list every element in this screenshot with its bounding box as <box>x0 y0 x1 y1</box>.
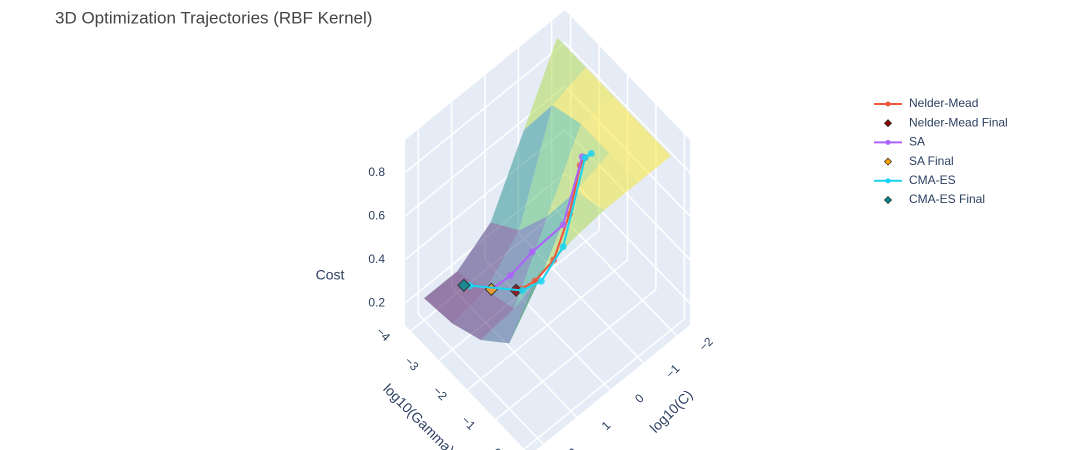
grid-line <box>467 259 628 391</box>
y-tick-label: −1 <box>459 413 479 433</box>
surface-patch <box>457 222 520 290</box>
y-tick-label: −2 <box>430 384 450 404</box>
y-tick-label: −4 <box>373 325 393 345</box>
legend-symbol <box>883 157 893 166</box>
x-tick-label: 1 <box>599 418 614 433</box>
surface-patch <box>575 153 638 210</box>
z-tick-label: 0.2 <box>368 295 385 309</box>
x-tick-label: −2 <box>696 334 716 354</box>
legend-symbol <box>885 139 891 145</box>
legend-item[interactable]: Nelder-Mead Final <box>883 115 1008 129</box>
chart-title: 3D Optimization Trajectories (RBF Kernel… <box>55 8 372 27</box>
legend-label: SA <box>909 135 925 149</box>
z-tick-label: 0.4 <box>368 252 385 266</box>
legend-symbol <box>883 195 893 205</box>
trajectory-point <box>581 154 589 162</box>
x-tick-label: 2 <box>565 445 580 450</box>
trajectory-point <box>537 277 545 285</box>
y-tick-label: 0 <box>490 445 505 450</box>
y-tick-label: −3 <box>402 354 422 374</box>
floor <box>405 195 690 450</box>
trajectory-point <box>518 287 526 295</box>
legend-label: SA Final <box>909 154 954 168</box>
surface-patch <box>609 126 671 183</box>
surface-patch <box>580 96 643 154</box>
grid-line <box>495 288 657 421</box>
surface-patch <box>490 105 553 231</box>
legend-symbol <box>885 178 891 184</box>
final-marker <box>457 278 471 293</box>
legend-item[interactable]: Nelder-Mead <box>874 96 978 110</box>
x-tick-label: −1 <box>663 361 683 381</box>
surface-patch <box>485 216 548 309</box>
trajectory-point <box>506 272 514 280</box>
grid-line <box>404 42 566 174</box>
z-tick-label: 0.6 <box>368 208 385 222</box>
surface-patch <box>519 105 581 231</box>
legend-item[interactable]: CMA-ES Final <box>883 192 986 206</box>
x-axis-title: log10(C) <box>646 386 695 435</box>
z-axis-title: Cost <box>316 267 345 283</box>
surface-patch <box>542 191 605 273</box>
surface-patch <box>452 289 515 340</box>
surface-patch <box>514 191 576 309</box>
legend-item[interactable]: SA <box>874 135 925 149</box>
trajectory-point <box>559 243 567 251</box>
legend-label: Nelder-Mead Final <box>909 115 1008 129</box>
legend-label: Nelder-Mead <box>909 96 978 110</box>
trajectory-point <box>559 221 567 229</box>
grid-line <box>564 42 691 174</box>
surface-patch <box>552 67 615 124</box>
surface-patch <box>480 272 543 344</box>
trajectory-point <box>587 149 595 157</box>
legend-label: CMA-ES <box>909 173 956 187</box>
surface-patch <box>524 37 586 130</box>
legend-label: CMA-ES Final <box>909 192 985 206</box>
trajectory-point <box>528 248 536 256</box>
legend-item[interactable]: CMA-ES <box>874 173 956 187</box>
x-tick-label: 0 <box>632 391 647 406</box>
z-tick-label: 0.8 <box>368 165 385 179</box>
legend-item[interactable]: SA Final <box>883 154 954 168</box>
legend-symbol <box>883 119 893 128</box>
legend-symbol <box>885 101 891 107</box>
grid-line <box>523 318 685 450</box>
